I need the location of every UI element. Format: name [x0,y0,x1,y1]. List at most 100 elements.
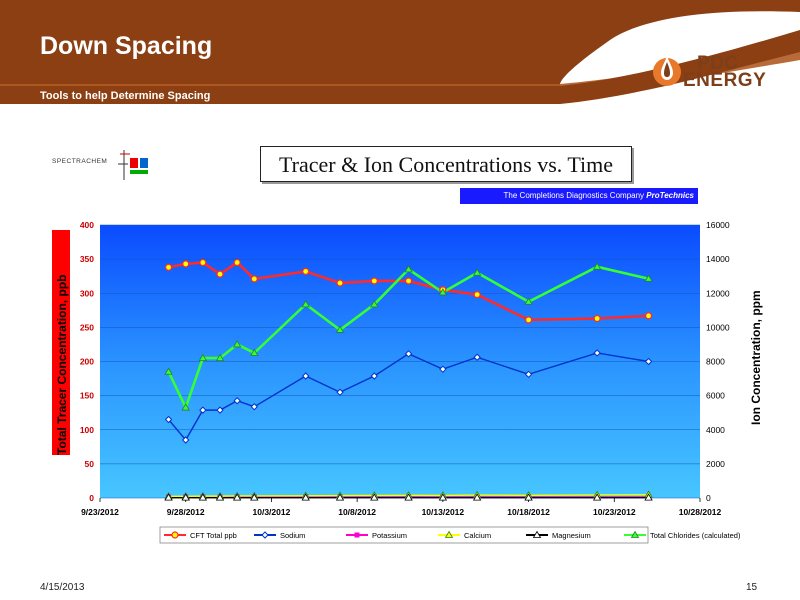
data-point [199,258,207,267]
left-axis-label: Total Tracer Concentration, ppb [55,275,69,455]
y-tick-right: 6000 [706,391,725,401]
x-tick-label: 10/8/2012 [338,507,376,517]
data-point [335,325,345,333]
legend-marker [444,530,454,538]
y-tick-right: 2000 [706,459,725,469]
data-point [370,300,379,308]
data-point [404,350,413,358]
y-tick-left: 150 [80,391,94,401]
data-point [250,403,258,411]
data-point [301,493,310,501]
data-point [164,263,173,271]
data-point [593,314,601,323]
protechnics-banner: The Completions Diagnostics Company ProT… [460,188,698,204]
data-point [370,277,378,285]
page-number: 15 [746,582,758,593]
legend-marker [354,532,360,538]
data-point [404,265,413,273]
legend-label: Total Chlorides (calculated) [650,531,741,540]
y-tick-left: 200 [80,357,94,367]
data-point [181,493,190,501]
data-point [404,277,413,285]
y-tick-left: 50 [85,459,95,469]
data-point [198,353,208,361]
data-point [336,279,344,287]
data-point [250,493,259,501]
left-axis-label-bg [52,230,70,455]
y-tick-left: 350 [80,254,94,264]
spectrachem-logo: SPECTRACHEM [52,158,108,165]
y-tick-right: 16000 [706,220,730,230]
cdc-text: The Completions Diagnostics Company [503,191,645,200]
footer-date: 4/15/2013 [40,582,85,593]
data-point [250,348,259,356]
data-point [233,258,241,267]
data-point [301,300,310,308]
chart-legend: CFT Total ppb Sodium Potassium Calcium Magne… [159,526,741,544]
data-point [593,349,601,357]
data-point [336,388,344,396]
y-tick-right: 12000 [706,288,730,298]
logo-line1: PDC [697,53,739,74]
x-tick-label: 10/3/2012 [253,507,291,517]
data-point [199,406,207,414]
y-tick-right: 4000 [706,425,725,435]
x-tick-label: 9/28/2012 [167,507,205,517]
y-tick-right: 8000 [706,357,725,367]
data-point [164,493,173,501]
legend-marker [171,531,179,539]
data-point [335,493,345,501]
legend-marker [630,530,640,538]
legend-marker [532,530,542,538]
legend-label: Calcium [464,531,491,540]
x-tick-label: 10/23/2012 [593,507,636,517]
legend-label: Sodium [280,531,305,540]
legend-label: Magnesium [552,531,591,540]
data-point [250,275,258,283]
data-point [524,370,533,379]
data-point [182,260,190,268]
x-tick-label: 10/18/2012 [507,507,550,517]
data-point [473,353,481,361]
data-point [370,493,379,501]
y-tick-left: 0 [89,493,94,503]
data-point [215,493,225,501]
chart-title: Tracer & Ion Concentrations vs. Time [278,152,614,177]
data-point [439,365,447,373]
data-point [198,493,208,501]
data-point [592,262,602,270]
data-point [302,267,310,276]
data-point [233,397,241,405]
x-tick-label: 9/23/2012 [81,507,119,517]
right-axis-label: Ion Concentration, ppm [749,290,763,425]
y-tick-left: 250 [80,322,94,332]
data-point [232,493,242,501]
legend-box [159,526,649,544]
data-point [524,297,533,305]
data-point [164,367,173,375]
data-point [644,312,653,320]
data-point [644,357,653,366]
legend-label: CFT Total ppb [190,531,237,540]
y-tick-right: 10000 [706,322,730,332]
cdc-brand: ProTechnics [646,191,694,200]
data-point [181,403,190,411]
slide-subtitle: Tools to help Determine Spacing [40,90,211,102]
data-point [182,436,190,444]
data-point [644,493,653,501]
data-point [438,288,448,296]
pdc-logo-text: PDC ENERGY [683,53,766,90]
legend-marker [261,531,269,539]
legend-label: Potassium [372,531,407,540]
data-point [404,493,413,501]
data-point [473,291,481,299]
data-point [216,406,224,414]
spectrachem-emblem-icon [118,150,148,180]
data-point [472,268,482,276]
x-tick-label: 10/28/2012 [679,507,722,517]
data-point [232,340,242,348]
data-point [370,372,378,380]
pdc-drop-icon [653,56,681,86]
data-point [438,493,448,501]
